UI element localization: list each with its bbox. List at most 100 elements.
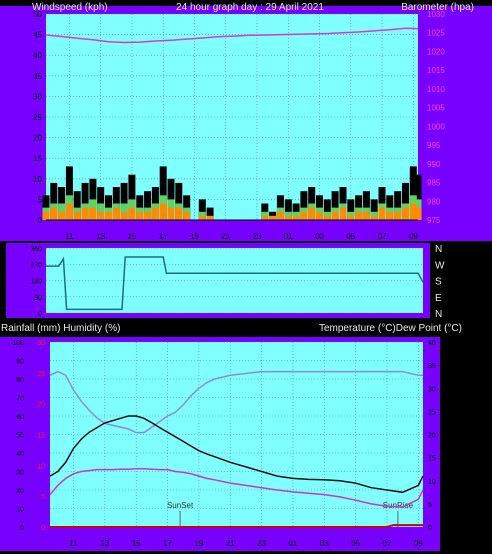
y-left-tick-label: 0 [38, 216, 43, 225]
y-left-tick-label: 25 [33, 113, 42, 122]
wind-speed-bar [183, 211, 191, 220]
wind-speed-bar [276, 211, 284, 220]
wind-speed-bar [151, 207, 159, 220]
x-tick-label: 13 [96, 232, 105, 241]
temperature-tick-label: 25 [428, 409, 436, 416]
wind-speed-bar [378, 207, 386, 220]
wind-speed-bar [128, 207, 136, 220]
dew-point-line [49, 467, 424, 508]
wind-gust-bar [198, 199, 206, 220]
compass-label: N [435, 309, 442, 320]
wind-speed-bar [136, 211, 144, 220]
y-right-tick-label: 1010 [427, 85, 445, 94]
wind-speed-bar [159, 203, 167, 220]
wind-speed-bar [316, 211, 323, 220]
temperature-tick-label: 40 [428, 340, 436, 347]
temperature-tick-label: 15 [428, 456, 436, 463]
rainfall-tick-label: 25 [37, 371, 45, 378]
wind-gust-bar [120, 182, 128, 220]
x-tick-label: 03 [320, 539, 329, 548]
wind-speed-bar [269, 215, 277, 220]
wind-speed-bar [409, 203, 417, 220]
wind-gust-bar [409, 166, 417, 220]
y-left-tick-label: 15 [33, 154, 42, 163]
rainfall-line [50, 524, 423, 528]
rainfall-tick-label: 0 [41, 525, 45, 532]
sun-annotation: SunSet [167, 501, 194, 510]
direction-tick-label: 180 [30, 279, 42, 286]
wind-speed-bar [339, 207, 347, 220]
x-tick-label: 23 [257, 539, 266, 548]
wind-gust-bar [128, 174, 136, 220]
humidity-line [49, 370, 423, 434]
y-left-tick-label: 20 [33, 134, 42, 143]
wind-speed-bar [292, 215, 300, 220]
humidity-tick-label: 70 [16, 396, 24, 403]
wind-speed-bar [89, 207, 97, 220]
wind-gust-bar [206, 207, 214, 220]
y-right-tick-label: 985 [427, 179, 441, 188]
y-right-tick-label: 1005 [427, 104, 445, 113]
wind-speed-bar [300, 211, 308, 220]
y-left-tick-label: 30 [33, 92, 42, 101]
wind-speed-bar [97, 211, 105, 220]
x-tick-label: 17 [159, 232, 168, 241]
sun-annotation: SunRise [383, 501, 414, 510]
temperature-tick-label: 20 [428, 433, 436, 440]
wind-gust-bar [292, 203, 300, 220]
compass-label: E [435, 293, 442, 304]
wind-speed-bar [362, 211, 370, 220]
rainfall-tick-label: 20 [37, 402, 45, 409]
humidity-tick-label: 30 [16, 470, 24, 477]
wind-gust-bar [144, 191, 152, 220]
wind-gust-bar [394, 191, 402, 220]
wind-gust-bar [73, 191, 81, 220]
wind-avg-bar [120, 203, 128, 220]
y-right-tick-label: 1000 [427, 122, 445, 131]
wind-speed-bar [386, 211, 394, 220]
wind-gust-bar [370, 199, 378, 220]
direction-tick-label: 90 [34, 295, 42, 302]
compass-label: W [435, 260, 445, 271]
wind-gust-bar [284, 199, 292, 220]
x-tick-label: 01 [288, 539, 297, 548]
y-left-tick-label: 50 [33, 10, 42, 19]
direction-tick-label: 0 [38, 311, 42, 318]
wind-gust-bar [159, 166, 167, 220]
wind-gust-bar [261, 203, 269, 220]
x-tick-label: 21 [221, 232, 230, 241]
humidity-tick-label: 10 [16, 507, 24, 514]
rainfall-tick-label: 30 [37, 340, 45, 347]
barometer-line [45, 27, 419, 44]
x-tick-label: 03 [315, 232, 324, 241]
y-right-tick-label: 990 [427, 160, 441, 169]
wind-gust-bar [331, 191, 339, 220]
wind-speed-bar [206, 215, 214, 220]
y-right-tick-label: 980 [427, 197, 441, 206]
wind-speed-bar [58, 211, 66, 220]
wind-gust-bar [65, 166, 73, 220]
wind-speed-bar [402, 207, 409, 220]
x-tick-label: 11 [65, 232, 74, 241]
wind-speed-bar [284, 215, 292, 220]
y-left-tick-label: 45 [33, 31, 42, 40]
temperature-humidity-plot: 11 13 15 17 19 21 23 01 03 05 07 090102030405060708… [12, 340, 436, 548]
temperature-line [49, 415, 424, 494]
barometer-axis-title: Barometer (hpa) [401, 2, 474, 13]
wind-speed-bar [198, 215, 206, 220]
rainfall-tick-label: 5 [41, 494, 45, 501]
wind-gust-bar [300, 191, 308, 220]
x-tick-label: 07 [378, 232, 387, 241]
humidity-tick-label: 40 [16, 451, 24, 458]
y-left-tick-label: 5 [38, 195, 43, 204]
y-right-tick-label: 1020 [427, 47, 445, 56]
humidity-tick-label: 20 [16, 488, 24, 495]
x-tick-label: 15 [132, 539, 141, 548]
direction-tick-label: 360 [30, 246, 42, 253]
wind-speed-bar [323, 215, 331, 220]
x-tick-label: 19 [190, 232, 199, 241]
compass-label: N [435, 244, 442, 255]
wind-direction-line [46, 256, 424, 311]
wind-gust-bar [347, 199, 355, 220]
